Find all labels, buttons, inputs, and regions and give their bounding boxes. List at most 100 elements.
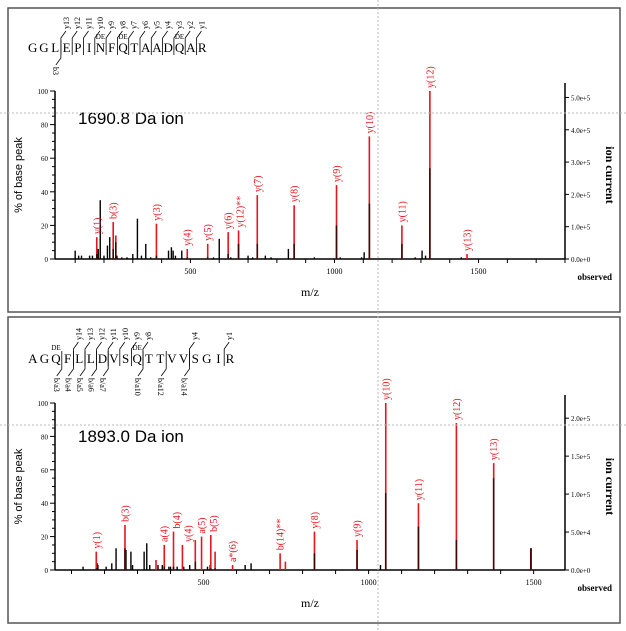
y-ion-label: y11 xyxy=(109,328,118,340)
precursor-label: 1893.0 Da ion xyxy=(78,427,184,446)
y-ion-bracket xyxy=(117,30,123,55)
residue-letter: S xyxy=(122,351,129,366)
y2-tick-label: 2.0e+5 xyxy=(571,191,591,199)
residue-letter: Q xyxy=(118,40,128,55)
y-ion-label: y9 xyxy=(132,332,141,340)
y-ion-label: y10 xyxy=(96,17,105,29)
modification-label: DE xyxy=(118,33,127,41)
residue-letter: T xyxy=(156,351,164,366)
b-ion-bracket xyxy=(137,351,144,377)
y-ion-label: y13 xyxy=(86,328,95,340)
y-ion-bracket xyxy=(139,30,146,55)
y-ion-bracket xyxy=(150,30,157,55)
residue-letter: V xyxy=(109,351,119,366)
x-tick-label: 1000 xyxy=(361,578,377,587)
residue-letter: I xyxy=(87,40,91,55)
y-ion-label: y2 xyxy=(186,21,195,29)
peak-label: b(3) xyxy=(120,505,131,522)
b-ion-bracket xyxy=(56,351,63,377)
residue-letter: Q xyxy=(51,351,61,366)
peak-label: y(3) xyxy=(152,204,163,221)
b-ion-label: b3 xyxy=(51,67,60,75)
y-axis-label: % of base peak xyxy=(13,137,25,213)
b-ion-label: b/a7 xyxy=(98,378,107,392)
y-ion-label: y13 xyxy=(62,17,71,29)
peak-label: y(1) xyxy=(92,532,103,549)
residue-letter: N xyxy=(96,40,106,55)
residue-letter: R xyxy=(226,351,235,366)
b-ion-label: b/a6 xyxy=(87,378,96,392)
residue-letter: G xyxy=(202,351,211,366)
residue-letter: V xyxy=(167,351,177,366)
residue-letter: L xyxy=(75,351,83,366)
b-ion-label: b/a4 xyxy=(63,378,72,392)
peak-label: y(4) xyxy=(183,229,194,246)
b-ion-label: b/a14 xyxy=(179,378,188,396)
x-tick-label: 1000 xyxy=(326,267,342,276)
residue-letter: V xyxy=(179,351,189,366)
peak-label: y(10) xyxy=(381,378,392,400)
b-ion-label: b/a3 xyxy=(52,378,61,392)
y-ion-label: y7 xyxy=(130,21,139,29)
peak-label: b(14)** xyxy=(276,519,287,551)
y-ion-bracket xyxy=(105,30,112,55)
residue-letter: G xyxy=(39,40,48,55)
b-ion-bracket xyxy=(102,351,109,377)
residue-letter: P xyxy=(74,40,81,55)
y2-tick-label: 1.5e+5 xyxy=(571,453,591,461)
residue-letter: R xyxy=(198,40,207,55)
precursor-label: 1690.8 Da ion xyxy=(78,109,184,128)
y-tick-label: 40 xyxy=(41,500,49,508)
b-ion-label: b/a10 xyxy=(133,378,142,396)
y-ion-bracket xyxy=(223,341,230,366)
y2-tick-label: 5.0e+5 xyxy=(571,94,591,102)
observed-label: observed xyxy=(578,272,613,282)
b-ion-bracket xyxy=(160,351,167,377)
residue-letter: L xyxy=(51,40,59,55)
y-ion-bracket xyxy=(83,30,89,55)
y-ion-bracket xyxy=(162,30,168,55)
residue-letter: I xyxy=(216,351,220,366)
residue-letter: G xyxy=(28,40,37,55)
b-ion-bracket xyxy=(55,40,62,66)
y-ion-label: y9 xyxy=(107,21,116,29)
x-tick-label: 1500 xyxy=(471,267,487,276)
peak-label: b(4) xyxy=(172,512,183,529)
residue-letter: Q xyxy=(175,40,185,55)
peak-label: y(13) xyxy=(489,438,500,460)
residue-letter: T xyxy=(130,40,138,55)
modification-label: DE xyxy=(175,33,184,41)
peak-label: a(5) xyxy=(197,517,208,533)
observed-label: observed xyxy=(578,583,613,593)
residue-letter: S xyxy=(192,351,199,366)
y-tick-label: 0 xyxy=(45,567,49,575)
peak-label: y(7) xyxy=(253,175,264,192)
y-ion-bracket xyxy=(196,30,202,55)
y-ion-label: y1 xyxy=(198,21,207,29)
modification-label: DE xyxy=(96,33,105,41)
y-ion-bracket xyxy=(119,341,126,366)
y2-tick-label: 1.0e+5 xyxy=(571,491,591,499)
y-ion-label: y12 xyxy=(98,328,107,340)
y-axis-label: % of base peak xyxy=(13,448,25,524)
y2-tick-label: 1.0e+5 xyxy=(571,224,591,232)
peak-label: y(6) xyxy=(224,212,235,229)
peak-label: y(4) xyxy=(184,525,195,542)
residue-letter: E xyxy=(63,40,71,55)
b-ion-label: b/a12 xyxy=(156,378,165,396)
peak-label: y(12)** xyxy=(236,196,247,228)
x-axis-label: m/z xyxy=(301,285,319,299)
y-ion-label: y4 xyxy=(190,332,199,340)
b-ion-bracket xyxy=(184,351,190,377)
y-tick-label: 100 xyxy=(38,88,49,96)
panel-frame xyxy=(7,316,621,624)
residue-letter: A xyxy=(152,40,162,55)
y-ion-label: y3 xyxy=(175,21,184,29)
y-ion-bracket xyxy=(94,30,101,55)
y2-tick-label: 0.0e+0 xyxy=(571,567,591,575)
